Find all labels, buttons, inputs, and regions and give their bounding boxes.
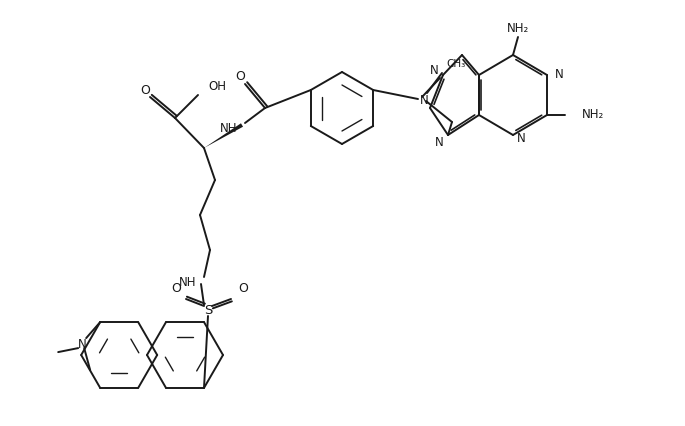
Text: OH: OH — [208, 81, 226, 93]
Text: NH₂: NH₂ — [507, 21, 529, 35]
Text: O: O — [235, 70, 245, 83]
Text: CH₃: CH₃ — [446, 59, 465, 69]
Text: N: N — [517, 132, 526, 146]
Text: N: N — [78, 337, 86, 351]
Text: NH: NH — [219, 121, 237, 135]
Text: N: N — [435, 136, 444, 150]
Text: N: N — [420, 95, 428, 107]
Text: NH: NH — [179, 276, 196, 288]
Text: O: O — [238, 282, 248, 296]
Text: N: N — [430, 64, 439, 78]
Text: O: O — [171, 282, 181, 296]
Text: O: O — [140, 83, 150, 97]
Text: S: S — [204, 303, 212, 317]
Text: NH₂: NH₂ — [582, 109, 604, 121]
Text: N: N — [555, 69, 564, 81]
Polygon shape — [204, 123, 243, 148]
